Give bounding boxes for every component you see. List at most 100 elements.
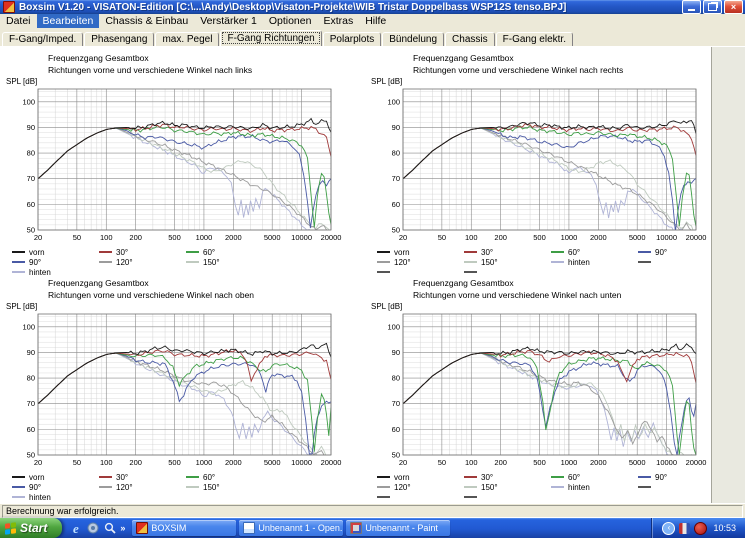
chart-subtitle: Richtungen vorne und verschiedene Winkel… bbox=[48, 65, 253, 75]
curve-vorn bbox=[38, 117, 331, 180]
taskbar-button-openoffice[interactable]: Unbenannt 1 - Open... bbox=[239, 520, 344, 536]
legend-dash-icon bbox=[464, 271, 477, 273]
y-axis-label: SPL [dB] bbox=[371, 77, 403, 86]
taskbar-button-paint[interactable]: Unbenannt - Paint bbox=[346, 520, 451, 536]
tab-f-gang-elektr-[interactable]: F-Gang elektr. bbox=[495, 32, 573, 46]
chart-legend-links: vorn 90° hinten 30° 120° 60° 150° bbox=[12, 247, 362, 277]
menu-item-chassis-einbau[interactable]: Chassis & Einbau bbox=[105, 15, 189, 27]
legend-dash-icon bbox=[12, 486, 25, 488]
minimize-button[interactable] bbox=[682, 0, 701, 14]
window-titlebar: Boxsim V1.20 - VISATON-Edition [C:\...\A… bbox=[0, 0, 745, 14]
antivirus-tray-icon[interactable] bbox=[694, 521, 708, 535]
tab-f-gang-imped-[interactable]: F-Gang/Imped. bbox=[2, 32, 84, 46]
svg-text:100: 100 bbox=[465, 233, 478, 242]
tab-f-gang-richtungen[interactable]: F-Gang Richtungen bbox=[220, 30, 322, 46]
tab-bar: F-Gang/Imped. Phasengang max. Pegel F-Gang … bbox=[0, 28, 745, 46]
legend-entry-30: 30° bbox=[464, 247, 550, 257]
svg-text:90: 90 bbox=[392, 123, 400, 132]
chart-panel-links: Frequenzgang Gesamtbox Richtungen vorne u… bbox=[0, 47, 365, 277]
svg-text:10000: 10000 bbox=[656, 233, 677, 242]
svg-text:50: 50 bbox=[73, 233, 81, 242]
start-button[interactable]: Start bbox=[0, 518, 63, 538]
svg-text:10000: 10000 bbox=[291, 458, 312, 467]
chart-title: Frequenzgang Gesamtbox bbox=[48, 53, 149, 63]
ie-icon[interactable]: e bbox=[72, 520, 79, 536]
tab-b-ndelung[interactable]: Bündelung bbox=[382, 32, 445, 46]
svg-text:5000: 5000 bbox=[629, 233, 646, 242]
legend-column: vorn 120° bbox=[377, 472, 463, 502]
legend-entry-30: 30° bbox=[464, 472, 550, 482]
tab-max-pegel[interactable]: max. Pegel bbox=[155, 32, 220, 46]
curve-30 bbox=[403, 350, 696, 405]
windows-flag-icon bbox=[5, 521, 16, 535]
hide-icons-chevron-icon[interactable]: ‹ bbox=[662, 521, 676, 535]
close-button[interactable]: × bbox=[724, 0, 743, 14]
legend-dash-icon bbox=[12, 251, 25, 253]
tab-polarplots[interactable]: Polarplots bbox=[322, 32, 382, 46]
legend-dash-icon bbox=[464, 496, 477, 498]
quick-launch-more-chevron[interactable]: » bbox=[120, 523, 126, 533]
legend-entry-60: 60° bbox=[186, 472, 272, 482]
svg-text:5000: 5000 bbox=[629, 458, 646, 467]
legend-label: 120° bbox=[116, 482, 133, 492]
legend-entry-30: 30° bbox=[99, 247, 185, 257]
svg-text:80: 80 bbox=[392, 149, 400, 158]
y-axis-label: SPL [dB] bbox=[6, 302, 38, 311]
legend-entry-90: 90° bbox=[638, 472, 724, 482]
legend-dash-icon bbox=[638, 261, 651, 263]
legend-label: 150° bbox=[203, 482, 220, 492]
chart-legend-rechts: vorn 120° 30° 150° 60° hinten 90° bbox=[377, 247, 727, 277]
legend-column: 30° 150° bbox=[464, 472, 550, 502]
svg-text:20000: 20000 bbox=[321, 458, 342, 467]
legend-entry-60: 60° bbox=[186, 247, 272, 257]
menu-item-hilfe[interactable]: Hilfe bbox=[365, 15, 387, 27]
legend-dash-icon bbox=[12, 496, 25, 498]
svg-text:200: 200 bbox=[494, 458, 507, 467]
legend-label: 90° bbox=[29, 257, 42, 267]
menu-item-verst-rker-1[interactable]: Verstärker 1 bbox=[200, 15, 257, 27]
legend-entry-60: 60° bbox=[551, 472, 637, 482]
menu-item-bearbeiten[interactable]: Bearbeiten bbox=[36, 14, 100, 28]
legend-label: hinten bbox=[29, 267, 51, 277]
search-icon[interactable] bbox=[103, 522, 116, 535]
restore-button[interactable] bbox=[703, 0, 722, 14]
legend-entry-30: 30° bbox=[99, 472, 185, 482]
legend-dash-icon bbox=[638, 251, 651, 253]
chart-client-area: Frequenzgang Gesamtbox Richtungen vorne u… bbox=[0, 46, 745, 504]
network-tray-icon[interactable] bbox=[679, 522, 691, 534]
chart-title: Frequenzgang Gesamtbox bbox=[48, 278, 149, 288]
svg-text:90: 90 bbox=[27, 348, 35, 357]
tab-phasengang[interactable]: Phasengang bbox=[84, 32, 155, 46]
system-tray: ‹ 10:53 bbox=[651, 518, 745, 538]
legend-label: hinten bbox=[568, 257, 590, 267]
svg-text:50: 50 bbox=[73, 458, 81, 467]
tab-chassis[interactable]: Chassis bbox=[445, 32, 495, 46]
legend-entry-empty bbox=[464, 492, 550, 502]
legend-dash-icon bbox=[186, 486, 199, 488]
chart-legend-oben: vorn 90° hinten 30° 120° 60° 150° bbox=[12, 472, 362, 502]
taskbar-button-boxsim[interactable]: BOXSIM bbox=[132, 520, 237, 536]
legend-entry-empty bbox=[638, 482, 724, 492]
svg-text:100: 100 bbox=[387, 322, 400, 331]
menu-item-extras[interactable]: Extras bbox=[323, 15, 354, 27]
legend-entry-empty bbox=[464, 267, 550, 277]
svg-text:20000: 20000 bbox=[686, 458, 707, 467]
curve-90 bbox=[403, 127, 696, 230]
legend-dash-icon bbox=[551, 476, 564, 478]
taskbar-clock: 10:53 bbox=[713, 523, 736, 533]
svg-text:90: 90 bbox=[392, 348, 400, 357]
svg-text:50: 50 bbox=[392, 451, 400, 460]
svg-text:100: 100 bbox=[465, 458, 478, 467]
menu-item-optionen[interactable]: Optionen bbox=[268, 15, 312, 27]
svg-text:20: 20 bbox=[399, 233, 407, 242]
svg-text:70: 70 bbox=[27, 174, 35, 183]
chart-subtitle: Richtungen vorne und verschiedene Winkel… bbox=[413, 65, 624, 75]
svg-text:2000: 2000 bbox=[590, 233, 607, 242]
svg-text:10000: 10000 bbox=[656, 458, 677, 467]
status-message: Berechnung war erfolgreich. bbox=[2, 504, 743, 518]
legend-dash-icon bbox=[12, 476, 25, 478]
app-icon[interactable] bbox=[86, 522, 99, 535]
menu-item-datei[interactable]: Datei bbox=[6, 15, 31, 27]
